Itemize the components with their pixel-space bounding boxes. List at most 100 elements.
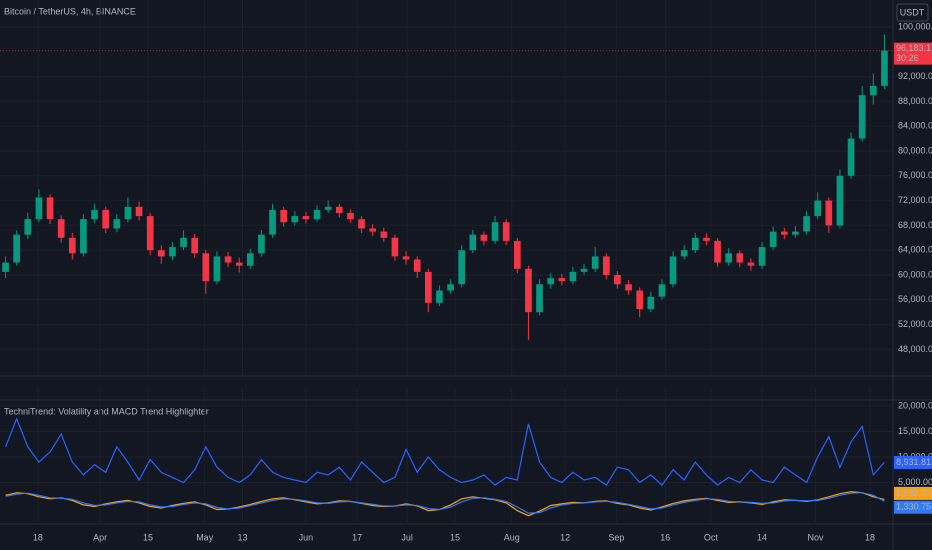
candle-body (547, 278, 555, 285)
candle-body (269, 209, 276, 235)
candle-body (68, 237, 76, 254)
candle-body (258, 234, 265, 254)
last-value-label: 1,330.75 (896, 502, 931, 512)
candle-body (669, 256, 677, 285)
y-tick-label: 80,000.00 (898, 145, 932, 155)
candle-body (280, 209, 288, 223)
candle-body (792, 231, 799, 235)
last-value-badge (894, 486, 932, 500)
indicator-title: TechniTrend: Volatility and MACD Trend H… (4, 406, 209, 416)
candle-body (881, 50, 888, 86)
candle-body (525, 268, 532, 313)
candle-body (602, 256, 610, 275)
candle-body (836, 175, 844, 226)
x-tick-label: Jul (401, 532, 413, 542)
candle-body (46, 197, 54, 220)
candle-body (246, 253, 254, 266)
candle-body (146, 216, 154, 251)
y-tick-label: 76,000.00 (898, 170, 932, 180)
candle-body (224, 256, 232, 263)
candle-body (447, 284, 454, 291)
last-value-badge (894, 455, 932, 469)
candle-body (35, 197, 43, 220)
candle-body (658, 284, 666, 297)
x-tick-label: 18 (33, 532, 43, 542)
x-tick-label: 14 (757, 532, 767, 542)
last-value-badge (894, 500, 932, 514)
y-tick-label: 72,000.00 (898, 195, 932, 205)
candle-body (580, 268, 588, 272)
candle-body (302, 216, 310, 220)
candle-body (458, 250, 466, 285)
currency-label[interactable]: USDT (900, 7, 925, 17)
candle-body (369, 228, 377, 232)
candle-body (24, 219, 32, 235)
candle-body (202, 253, 210, 282)
candle-body (191, 237, 199, 254)
x-tick-label: Jun (299, 532, 314, 542)
candle-body (13, 234, 21, 263)
candle-body (558, 278, 566, 282)
candle-body (424, 271, 432, 303)
x-tick-label: Sep (608, 532, 624, 542)
candle-body (869, 85, 877, 96)
candle-body (703, 237, 710, 241)
candle-body (380, 231, 388, 238)
indicator-line (5, 417, 885, 486)
candle-body (57, 219, 65, 238)
candle-body (780, 231, 788, 235)
x-tick-label: Apr (93, 532, 107, 542)
candle-body (413, 259, 421, 272)
candle-body (391, 237, 399, 257)
candle-body (647, 296, 655, 310)
y-tick-label: 48,000.00 (898, 344, 932, 354)
candle-body (124, 206, 132, 220)
candle-body (335, 206, 343, 213)
candle-body (747, 262, 755, 266)
candle-body (636, 290, 644, 310)
candle-body (614, 274, 621, 285)
candle-body (80, 219, 87, 254)
candle-body (291, 216, 299, 223)
candle-body (358, 219, 365, 229)
candle-body (725, 253, 733, 263)
last-value-label: 1,683.70 (896, 488, 931, 498)
x-tick-label: 12 (560, 532, 570, 542)
countdown-label: 30:26 (896, 53, 919, 63)
candle-body (135, 206, 143, 217)
y-tick-label: 52,000.00 (898, 319, 932, 329)
y-tick-label: 5,000.00 (898, 477, 932, 487)
candle-body (2, 262, 9, 272)
candle-body (680, 250, 688, 257)
candle-body (591, 256, 599, 269)
x-tick-label: Nov (807, 532, 824, 542)
x-tick-label: 16 (660, 532, 670, 542)
indicator-line (5, 492, 885, 514)
candle-body (803, 216, 810, 232)
y-tick-label: 15,000.00 (898, 426, 932, 436)
candle-body (313, 209, 321, 220)
candle-body (157, 250, 165, 257)
candle-body (180, 237, 187, 248)
x-tick-label: May (196, 532, 214, 542)
candle-body (102, 209, 110, 229)
x-tick-label: 15 (450, 532, 460, 542)
candle-body (91, 209, 98, 220)
x-tick-label: 18 (865, 532, 875, 542)
candle-body (814, 200, 822, 217)
candle-body (113, 219, 121, 229)
x-tick-label: 15 (143, 532, 153, 542)
candle-body (491, 222, 499, 241)
candle-body (502, 222, 510, 241)
candle-body (569, 271, 577, 282)
currency-button[interactable] (896, 3, 929, 22)
candle-body (825, 200, 833, 226)
last-price-label: 96,183.17 (896, 43, 932, 53)
candle-body (736, 253, 744, 263)
candle-body (235, 262, 243, 266)
y-tick-label: 84,000.00 (898, 121, 932, 131)
x-tick-label: Oct (704, 532, 719, 542)
candle-body (691, 237, 699, 251)
